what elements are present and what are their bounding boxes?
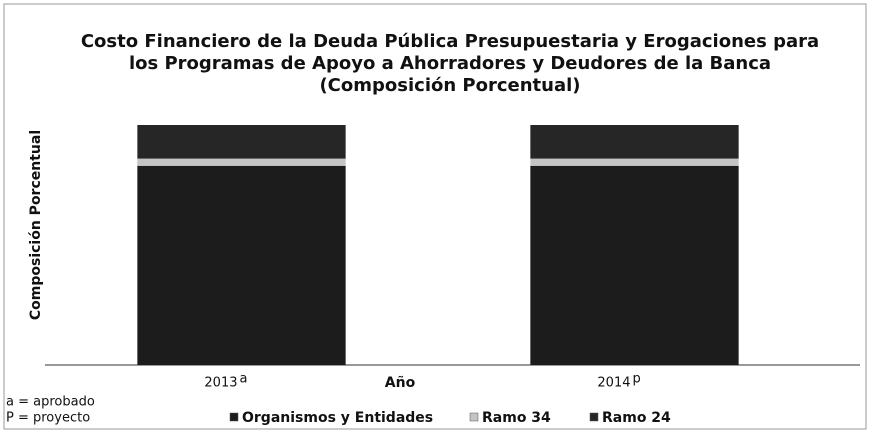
bar-segment (137, 158, 346, 166)
x-tick-note: p (633, 372, 641, 387)
x-axis-title: Año (385, 375, 416, 391)
legend-label: Ramo 24 (602, 410, 671, 426)
chart-title: Costo Financiero de la Deuda Pública Pre… (81, 31, 819, 52)
bar-segment (530, 158, 739, 166)
chart-frame (3, 3, 867, 430)
bar-segment (137, 165, 346, 365)
x-tick-label: 2013 (204, 376, 237, 391)
footnote: a = aprobado (6, 395, 95, 410)
x-tick-label: 2014 (597, 376, 630, 391)
legend-label: Organismos y Entidades (242, 410, 433, 426)
chart-title: (Composición Porcentual) (319, 75, 580, 96)
legend-swatch (229, 412, 239, 422)
legend-swatch (469, 412, 479, 422)
bar-segment (137, 125, 346, 159)
legend-swatch (589, 412, 599, 422)
bar-segment (530, 125, 739, 159)
y-axis-title: Composición Porcentual (28, 130, 44, 320)
x-tick-note: a (240, 372, 248, 387)
chart-title: los Programas de Apoyo a Ahorradores y D… (129, 53, 771, 74)
footnote: P = proyecto (6, 411, 90, 426)
bar-segment (530, 165, 739, 365)
legend-label: Ramo 34 (482, 410, 551, 426)
